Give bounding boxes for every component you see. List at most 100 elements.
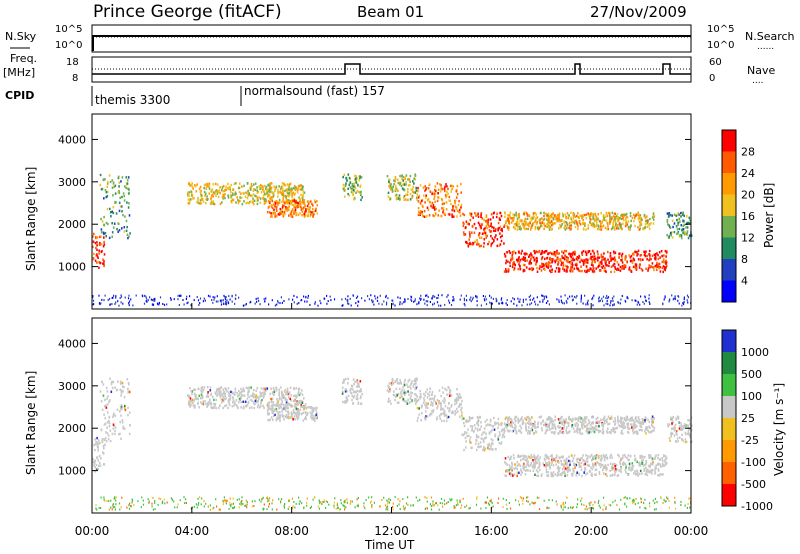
power-echo-cell [528, 296, 530, 298]
velocity-echo-cell [444, 399, 446, 402]
velocity-echo-cell [544, 454, 547, 457]
power-echo-cell [614, 220, 617, 223]
power-echo-cell [617, 216, 619, 219]
power-echo-cell [355, 181, 358, 184]
freq-trace [92, 63, 691, 75]
power-echo-cell [197, 198, 199, 201]
power-echo-cell [686, 299, 688, 302]
velocity-echo-cell [275, 386, 277, 390]
power-echo-cell [103, 253, 106, 256]
power-echo-cell [674, 295, 676, 298]
velocity-echo-cell [290, 416, 292, 419]
power-echo-cell [602, 215, 605, 218]
velocity-echo-cell [491, 428, 493, 432]
power-echo-cell [671, 219, 674, 222]
power-echo-cell [129, 232, 131, 235]
power-echo-cell [576, 256, 579, 259]
power-echo-cell [607, 222, 609, 225]
power-echo-cell [613, 303, 615, 306]
power-echo-cell [469, 233, 471, 236]
velocity-echo-cell [464, 431, 466, 434]
power-echo-cell [104, 294, 106, 297]
velocity-echo-cell [449, 392, 451, 395]
power-echo-cell [528, 255, 530, 259]
velocity-echo-cell [636, 472, 639, 475]
velocity-echo-cell [455, 407, 458, 411]
power-echo-cell [132, 304, 134, 307]
power-echo-cell [293, 301, 295, 304]
velocity-echo-cell [263, 406, 265, 409]
velocity-echo-cell [530, 453, 533, 457]
power-echo-cell [407, 190, 409, 194]
power-echo-cell [436, 182, 439, 185]
power-echo-cell [571, 295, 573, 298]
power-echo-cell [267, 188, 269, 191]
power-echo-cell [565, 249, 568, 253]
velocity-echo-cell [580, 468, 583, 471]
power-echo-cell [515, 221, 518, 224]
velocity-echo-cell [638, 461, 640, 465]
power-echo-cell [457, 203, 460, 207]
power-echo-cell [684, 231, 687, 234]
power-echo-cell [170, 298, 172, 301]
velocity-echo-cell [519, 424, 521, 428]
velocity-echo-cell [276, 404, 278, 407]
power-echo-cell [405, 180, 407, 184]
velocity-echo-cell [296, 411, 299, 414]
power-echo-cell [270, 182, 273, 185]
power-echo-cell [637, 211, 639, 214]
power-echo-cell [570, 259, 573, 262]
power-echo-cell [550, 220, 553, 223]
power-echo-cell [490, 230, 493, 233]
velocity-echo-cell [657, 469, 660, 472]
power-echo-cell [595, 257, 597, 261]
velocity-echo-cell [246, 397, 249, 400]
power-echo-cell [397, 181, 400, 185]
power-echo-cell [587, 251, 589, 254]
power-echo-cell [579, 223, 582, 226]
power-echo-cell [620, 217, 623, 221]
power-echo-cell [516, 258, 518, 262]
velocity-echo-cell [471, 416, 474, 420]
power-echo-cell [510, 300, 512, 303]
velocity-echo-cell [251, 399, 253, 402]
velocity-echo-cell [94, 448, 96, 452]
power-echo-cell [292, 191, 295, 194]
power-echo-cell [180, 294, 182, 297]
velocity-echo-cell [552, 464, 555, 467]
power-echo-cell [658, 267, 660, 270]
power-echo-cell [235, 294, 237, 297]
power-echo-cell [370, 294, 372, 297]
velocity-echo-cell [532, 432, 535, 435]
velocity-echo-cell [619, 469, 622, 472]
power-echo-cell [630, 219, 632, 223]
power-echo-cell [564, 264, 567, 268]
power-echo-cell [409, 183, 411, 187]
power-echo-cell [567, 260, 569, 264]
power-echo-cell [266, 211, 269, 214]
power-echo-cell [608, 214, 611, 217]
power-echo-cell [569, 253, 572, 256]
velocity-echo-cell [235, 404, 238, 407]
power-echo-cell [476, 304, 478, 307]
power-echo-cell [94, 241, 97, 245]
velocity-echo-cell [316, 415, 318, 418]
velocity-echo-cell [223, 397, 225, 401]
power-echo-cell [537, 228, 540, 231]
velocity-echo-cell [610, 453, 613, 457]
velocity-echo-cell [284, 409, 287, 412]
power-echo-cell [612, 304, 614, 307]
velocity-echo-cell [594, 457, 597, 460]
power-echo-cell [225, 188, 228, 191]
velocity-echo-cell [471, 427, 473, 430]
power-echo-cell [117, 300, 119, 303]
velocity-echo-cell [280, 402, 283, 405]
velocity-echo-cell [272, 418, 274, 421]
nsearch-tick-bottom: 10^0 [707, 40, 734, 51]
power-echo-cell [460, 191, 462, 194]
velocity-echo-cell [201, 394, 203, 398]
power-echo-cell [587, 212, 589, 215]
velocity-echo-cell [358, 390, 360, 393]
power-echo-cell [547, 218, 550, 221]
power-echo-cell [222, 299, 224, 302]
